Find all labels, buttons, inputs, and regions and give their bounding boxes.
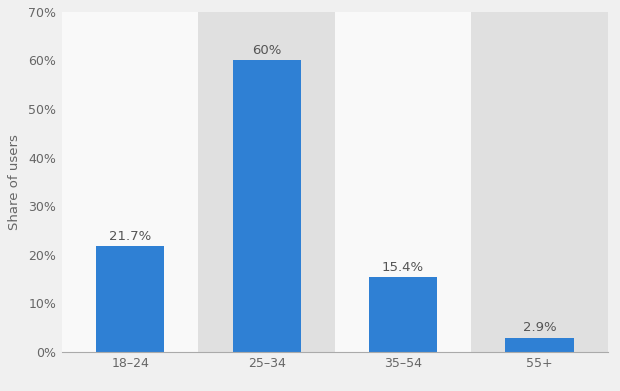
Bar	[335, 12, 471, 352]
Bar	[62, 12, 198, 352]
Y-axis label: Share of users: Share of users	[9, 134, 22, 230]
Bar	[232, 60, 301, 352]
Text: 60%: 60%	[252, 44, 281, 57]
Bar	[96, 246, 164, 352]
Text: 15.4%: 15.4%	[382, 261, 424, 274]
Bar	[369, 277, 437, 352]
Text: 21.7%: 21.7%	[109, 230, 151, 243]
Bar	[505, 338, 574, 352]
Text: 2.9%: 2.9%	[523, 321, 556, 334]
Bar	[471, 12, 608, 352]
Bar	[198, 12, 335, 352]
